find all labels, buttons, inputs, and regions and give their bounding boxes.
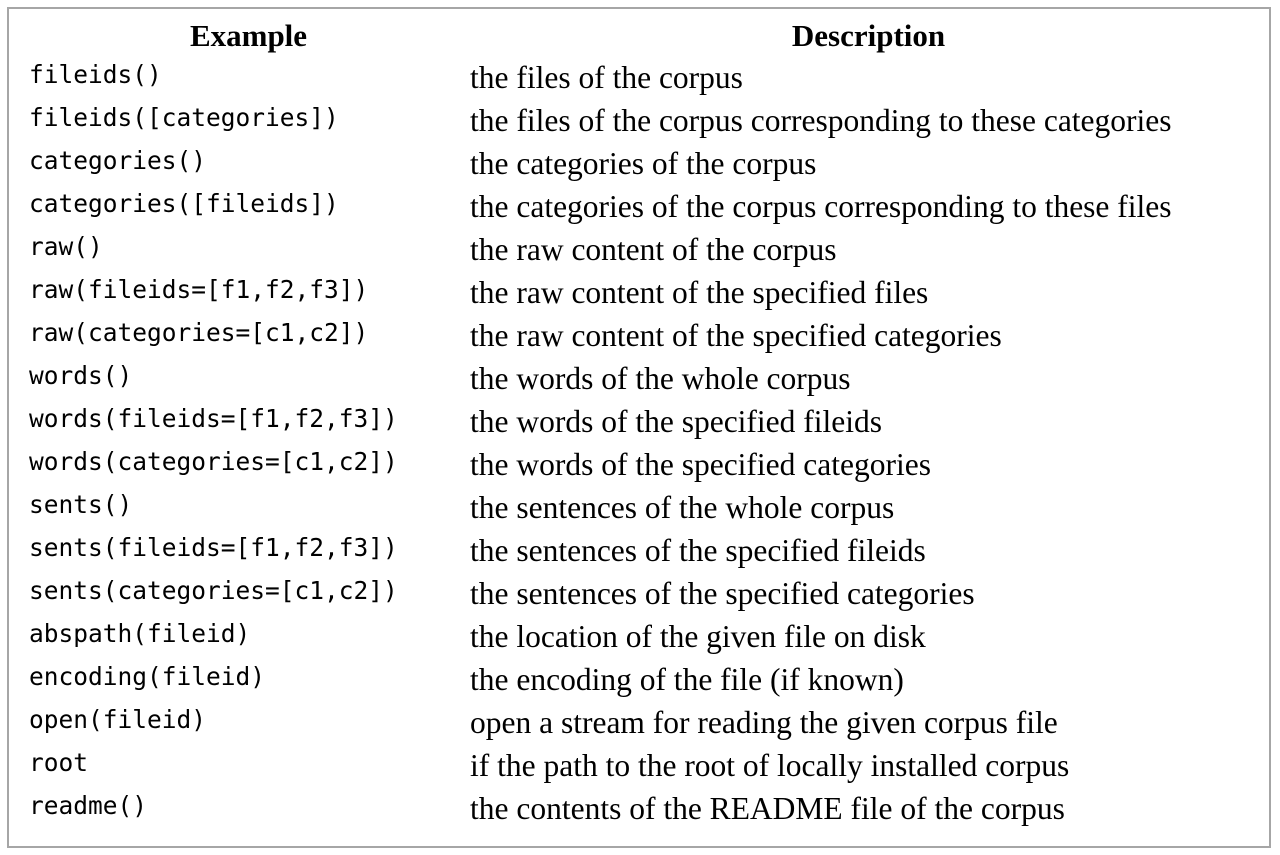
description-cell: the location of the given file on disk <box>470 619 926 654</box>
table-row: open(fileid) open a stream for reading t… <box>27 700 1267 743</box>
header-description: Description <box>791 18 946 53</box>
description-cell: the raw content of the specified files <box>470 275 929 310</box>
description-cell: the sentences of the whole corpus <box>470 490 895 525</box>
table-row: categories([fileids]) the categories of … <box>27 184 1267 227</box>
description-cell: the files of the corpus <box>470 60 743 95</box>
table-row: raw() the raw content of the corpus <box>27 227 1267 270</box>
description-cell: the contents of the README file of the c… <box>470 791 1065 826</box>
example-cell: open(fileid) <box>29 705 207 734</box>
example-cell: sents(fileids=[f1,f2,f3]) <box>29 533 398 562</box>
table-row: words(categories=[c1,c2]) the words of t… <box>27 442 1267 485</box>
example-cell: fileids() <box>29 60 162 89</box>
example-cell: encoding(fileid) <box>29 662 266 691</box>
example-cell: sents() <box>29 490 133 519</box>
description-cell: the raw content of the specified categor… <box>470 318 1002 353</box>
example-cell: words(categories=[c1,c2]) <box>29 447 398 476</box>
table-row: fileids([categories]) the files of the c… <box>27 98 1267 141</box>
description-cell: the sentences of the specified categorie… <box>470 576 975 611</box>
table-row: words() the words of the whole corpus <box>27 356 1267 399</box>
description-cell: the categories of the corpus correspondi… <box>470 189 1172 224</box>
example-cell: words(fileids=[f1,f2,f3]) <box>29 404 398 433</box>
table-frame: Example Description fileids() the files … <box>7 7 1271 848</box>
description-cell: the raw content of the corpus <box>470 232 837 267</box>
table-row: categories() the categories of the corpu… <box>27 141 1267 184</box>
example-cell: fileids([categories]) <box>29 103 339 132</box>
table-row: readme() the contents of the README file… <box>27 786 1267 829</box>
example-cell: abspath(fileid) <box>29 619 251 648</box>
example-cell: categories() <box>29 146 207 175</box>
description-cell: the categories of the corpus <box>470 146 817 181</box>
table-row: encoding(fileid) the encoding of the fil… <box>27 657 1267 700</box>
table-row: words(fileids=[f1,f2,f3]) the words of t… <box>27 399 1267 442</box>
table-row: abspath(fileid) the location of the give… <box>27 614 1267 657</box>
example-cell: categories([fileids]) <box>29 189 339 218</box>
example-cell: raw(categories=[c1,c2]) <box>29 318 369 347</box>
description-cell: if the path to the root of locally insta… <box>470 748 1070 783</box>
table-row: raw(categories=[c1,c2]) the raw content … <box>27 313 1267 356</box>
table-row: sents() the sentences of the whole corpu… <box>27 485 1267 528</box>
example-cell: root <box>29 748 89 777</box>
example-cell: words() <box>29 361 133 390</box>
description-cell: the encoding of the file (if known) <box>470 662 904 697</box>
description-cell: the files of the corpus corresponding to… <box>470 103 1172 138</box>
table-row: raw(fileids=[f1,f2,f3]) the raw content … <box>27 270 1267 313</box>
table-row: fileids() the files of the corpus <box>27 55 1267 98</box>
description-cell: the words of the specified categories <box>470 447 931 482</box>
corpus-methods-table: Example Description fileids() the files … <box>27 17 1267 829</box>
table-body: fileids() the files of the corpus fileid… <box>27 55 1267 829</box>
example-cell: sents(categories=[c1,c2]) <box>29 576 398 605</box>
example-cell: raw(fileids=[f1,f2,f3]) <box>29 275 369 304</box>
table-header-row: Example Description <box>27 17 1267 55</box>
description-cell: open a stream for reading the given corp… <box>470 705 1058 740</box>
description-cell: the words of the specified fileids <box>470 404 883 439</box>
table-row: sents(categories=[c1,c2]) the sentences … <box>27 571 1267 614</box>
table-row: root if the path to the root of locally … <box>27 743 1267 786</box>
header-example: Example <box>189 18 308 53</box>
description-cell: the words of the whole corpus <box>470 361 851 396</box>
example-cell: readme() <box>29 791 148 820</box>
description-cell: the sentences of the specified fileids <box>470 533 926 568</box>
example-cell: raw() <box>29 232 103 261</box>
table-row: sents(fileids=[f1,f2,f3]) the sentences … <box>27 528 1267 571</box>
